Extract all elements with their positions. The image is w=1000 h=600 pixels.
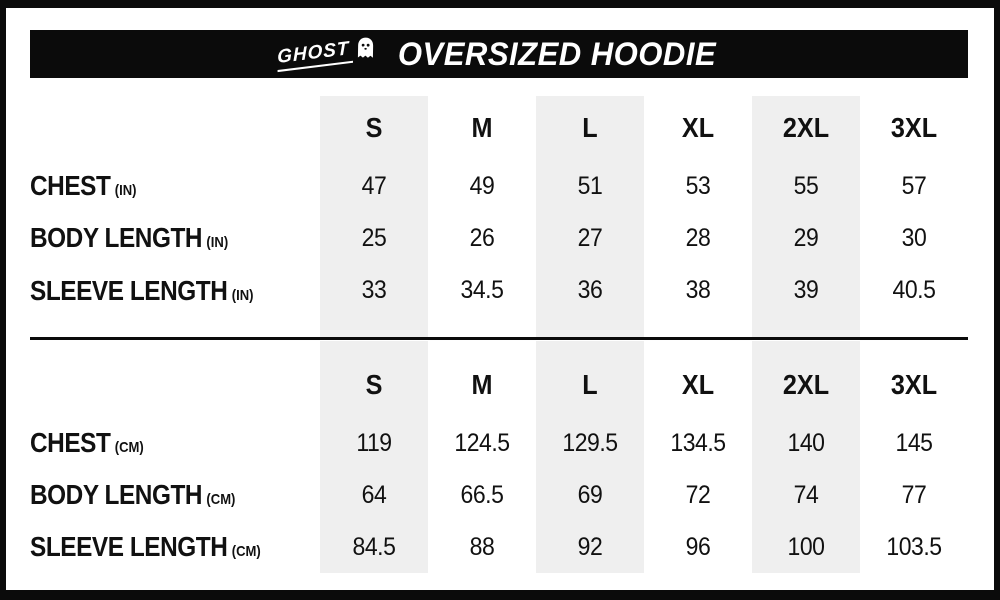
header-bar: GHOST OVERSIZED HOODIE <box>30 30 968 78</box>
size-value: 129.5 <box>562 428 618 457</box>
size-column-header: L <box>582 369 598 400</box>
size-value: 69 <box>577 480 603 509</box>
row-label-text: CHEST <box>30 427 111 458</box>
size-value: 27 <box>577 223 603 252</box>
column-stripe <box>320 96 428 337</box>
size-value: 134.5 <box>670 428 726 457</box>
row-unit-label: (CM) <box>231 543 261 560</box>
size-value: 55 <box>793 171 819 200</box>
row-unit-label: (IN) <box>206 234 229 251</box>
size-value: 103.5 <box>886 532 942 561</box>
corner-cell <box>30 96 320 160</box>
brand-logo-text: GHOST <box>276 37 353 72</box>
size-value: 92 <box>577 532 603 561</box>
row-label-body-length-cm: BODY LENGTH (CM) <box>30 469 320 521</box>
column-stripe <box>536 96 644 337</box>
row-unit-label: (IN) <box>231 286 254 304</box>
inches-grid: S M L XL 2XL 3XL CHEST (IN) 47 49 51 53 5… <box>30 96 968 317</box>
column-stripe <box>752 341 860 573</box>
size-column-header: S <box>365 112 383 143</box>
size-value: 100 <box>787 532 825 561</box>
size-value: 53 <box>685 171 711 200</box>
size-value: 124.5 <box>454 428 510 457</box>
size-value: 72 <box>685 480 711 509</box>
size-value: 40.5 <box>892 276 936 304</box>
corner-cell <box>30 353 320 417</box>
size-value: 66.5 <box>460 480 504 509</box>
size-table-centimetres: S M L XL 2XL 3XL CHEST (CM) 119 124.5 129… <box>30 341 968 573</box>
size-value: 49 <box>469 171 495 200</box>
size-column-header: XL <box>681 369 715 400</box>
size-value: 34.5 <box>460 276 504 304</box>
column-stripe <box>752 96 860 337</box>
row-label-sleeve-length-in: SLEEVE LENGTH (IN) <box>30 264 320 317</box>
size-value: 33 <box>361 276 387 304</box>
size-value: 51 <box>577 171 603 200</box>
size-value: 38 <box>685 276 711 304</box>
column-stripe <box>536 341 644 573</box>
column-stripe <box>320 341 428 573</box>
size-table-inches: S M L XL 2XL 3XL CHEST (IN) 47 49 51 53 5… <box>30 96 968 337</box>
size-value: 145 <box>895 428 933 457</box>
size-value: 47 <box>361 171 387 200</box>
size-value: 29 <box>793 223 819 252</box>
row-label-chest-in: CHEST (IN) <box>30 160 320 212</box>
ghost-icon <box>357 37 373 58</box>
size-value: 39 <box>793 276 819 304</box>
size-column-header: M <box>471 369 493 400</box>
row-unit-label: (IN) <box>114 182 137 199</box>
row-label-text: BODY LENGTH <box>30 222 203 253</box>
size-value: 36 <box>577 276 603 304</box>
size-value: 25 <box>361 223 387 252</box>
brand-logo: GHOST <box>276 35 377 72</box>
size-value: 84.5 <box>352 532 396 561</box>
row-label-text: SLEEVE LENGTH <box>30 274 228 306</box>
size-value: 140 <box>787 428 825 457</box>
row-unit-label: (CM) <box>114 439 144 456</box>
product-title: OVERSIZED HOODIE <box>398 35 717 72</box>
row-unit-label: (CM) <box>206 491 236 508</box>
size-column-header: XL <box>681 112 715 143</box>
row-label-chest-cm: CHEST (CM) <box>30 417 320 469</box>
row-label-text: SLEEVE LENGTH <box>30 531 228 562</box>
size-value: 96 <box>685 532 711 561</box>
size-value: 74 <box>793 480 819 509</box>
size-column-header: L <box>582 112 598 143</box>
size-value: 26 <box>469 223 495 252</box>
row-label-text: BODY LENGTH <box>30 479 203 510</box>
row-label-body-length-in: BODY LENGTH (IN) <box>30 212 320 264</box>
row-label-sleeve-length-cm: SLEEVE LENGTH (CM) <box>30 521 320 573</box>
size-value: 77 <box>901 480 927 509</box>
size-column-header: 2XL <box>782 369 830 400</box>
section-divider <box>30 337 968 340</box>
size-column-header: 3XL <box>890 112 938 143</box>
size-column-header: 2XL <box>782 112 830 143</box>
size-value: 119 <box>356 428 392 457</box>
size-value: 28 <box>685 223 711 252</box>
row-label-text: CHEST <box>30 170 111 201</box>
size-value: 57 <box>901 171 927 200</box>
size-column-header: 3XL <box>890 369 938 400</box>
centimetres-grid: S M L XL 2XL 3XL CHEST (CM) 119 124.5 129… <box>30 341 968 573</box>
size-value: 88 <box>469 532 495 561</box>
size-column-header: S <box>365 369 383 400</box>
size-column-header: M <box>471 112 493 143</box>
size-value: 64 <box>361 480 387 509</box>
size-value: 30 <box>901 223 927 252</box>
